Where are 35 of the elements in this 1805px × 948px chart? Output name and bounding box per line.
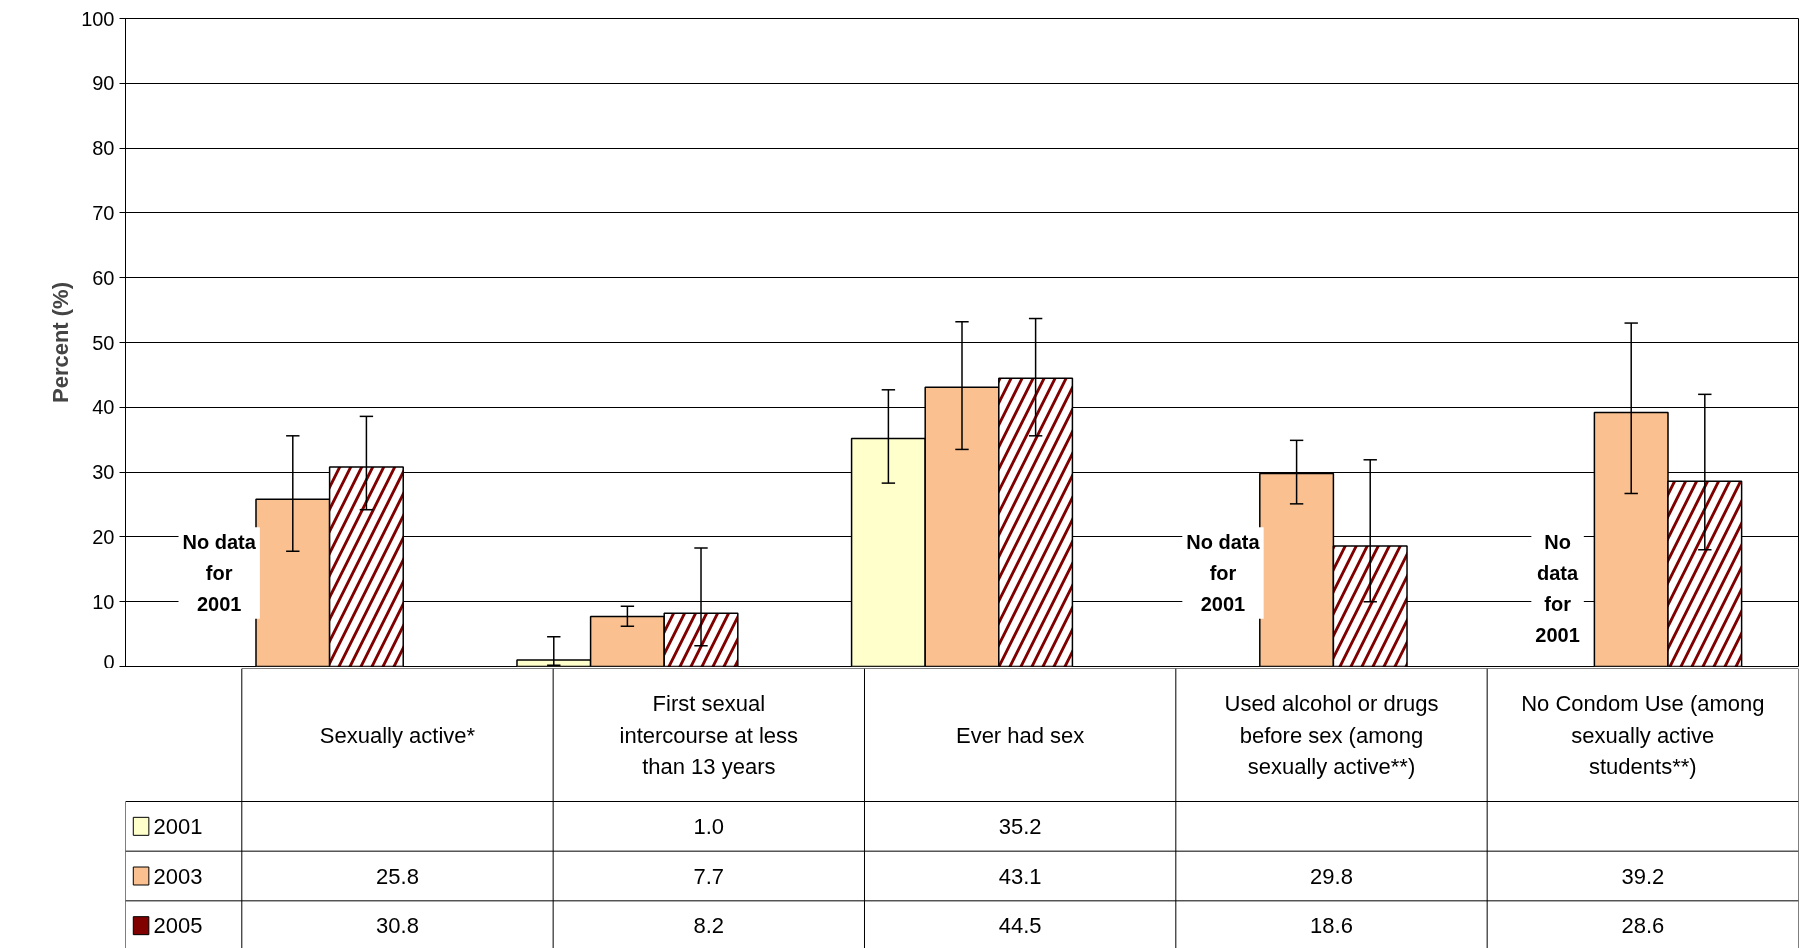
data-label: 8.2: [693, 913, 725, 939]
x-tick-label: No Condom Use (among sexually active students**): [1521, 691, 1765, 779]
data-label: 25.8: [376, 863, 419, 889]
data-label: 29.8: [1310, 863, 1353, 889]
data-label: 7.7: [693, 863, 725, 889]
data-label: 1.0: [693, 813, 725, 839]
data-label: 43.1: [998, 863, 1042, 889]
annotation: No data for 2001: [1535, 531, 1580, 646]
y-tick-label: 90: [92, 72, 115, 95]
y-tick-label: 60: [92, 266, 115, 289]
y-tick-label: 80: [92, 137, 115, 160]
data-label: 30.8: [376, 913, 419, 939]
data-label: 35.2: [998, 813, 1042, 839]
y-tick-label: 50: [92, 331, 115, 354]
y-tick-label: 100: [81, 7, 115, 30]
data-label: 44.5: [998, 913, 1042, 939]
data-label: 18.6: [1310, 913, 1353, 939]
y-tick-label: 0: [103, 650, 115, 673]
data-label: 39.2: [1621, 863, 1665, 889]
x-tick-label: Used alcohol or drugs before sex (among sexually active**): [1224, 691, 1439, 779]
annotation: No data for 2001: [182, 531, 257, 615]
y-axis-title: Percent (%): [48, 281, 74, 404]
y-tick-label: 30: [92, 461, 115, 484]
x-tick-label: Ever had sex: [955, 722, 1085, 748]
legend-label: 2003: [153, 863, 203, 889]
y-tick-label: 20: [92, 525, 115, 548]
legend-label: 2005: [153, 913, 203, 939]
y-tick-label: 40: [92, 396, 115, 419]
legend-label: 2001: [153, 813, 203, 839]
data-label: 28.6: [1621, 913, 1665, 939]
x-tick-label: Sexually active*: [319, 722, 476, 748]
annotation: No data for 2001: [1186, 531, 1261, 615]
x-tick-label: First sexual intercourse at less than 13 years: [619, 691, 799, 779]
y-tick-label: 70: [92, 201, 115, 224]
y-tick-label: 10: [92, 590, 115, 613]
